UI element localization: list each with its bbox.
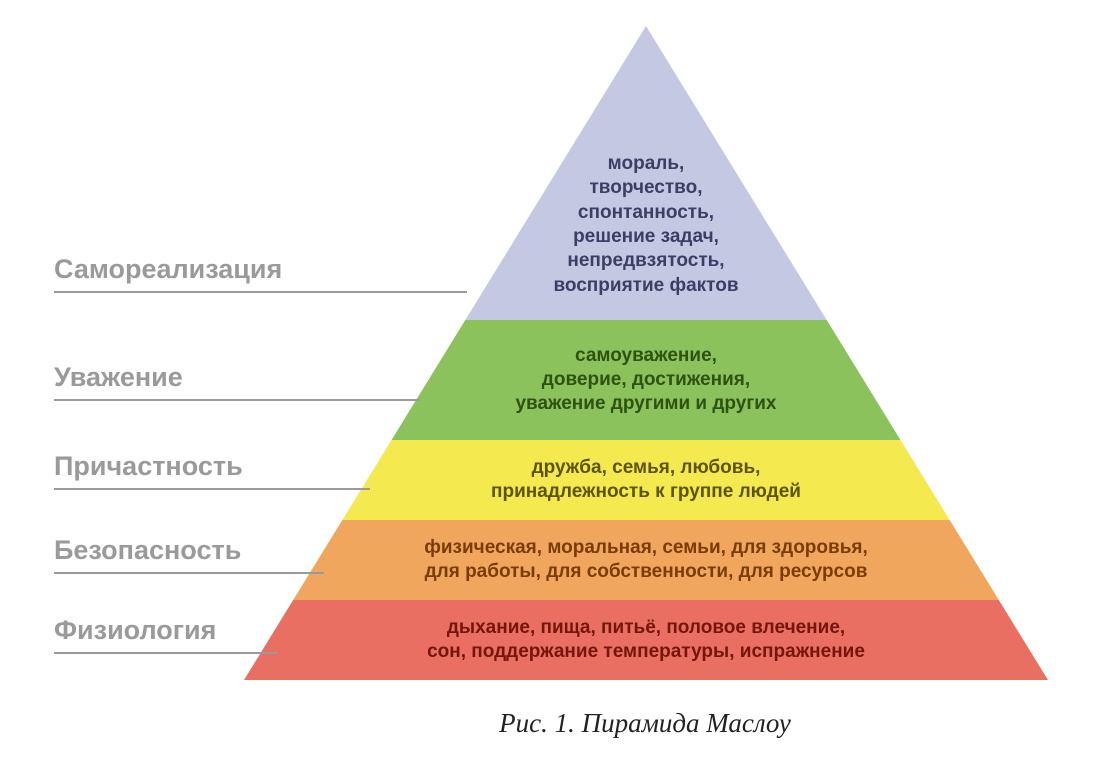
- tier-text-line: физическая, моральная, семьи, для здоров…: [336, 536, 956, 560]
- tier-text-line: принадлежность к группе людей: [336, 480, 956, 504]
- tier-text-esteem: самоуважение,доверие, достижения,уважени…: [388, 344, 903, 417]
- tier-text-line: решение задач,: [516, 225, 777, 249]
- tier-text-line: творчество,: [516, 176, 777, 200]
- tier-text-line: уважение другими и других: [388, 392, 903, 416]
- left-label-self-actualization: Самореализация: [54, 254, 467, 293]
- left-label-physiology: Физиология: [54, 615, 278, 654]
- diagram-container: дыхание, пища, питьё, половое влечение,с…: [0, 0, 1106, 763]
- left-label-esteem: Уважение: [54, 362, 420, 401]
- tier-text-line: спонтанность,: [516, 201, 777, 225]
- tier-text-line: для работы, для собственности, для ресур…: [336, 560, 956, 584]
- tier-text-line: сон, поддержание температуры, испражнени…: [336, 640, 956, 664]
- tier-text-line: доверие, достижения,: [388, 368, 903, 392]
- left-label-belonging: Причастность: [54, 451, 370, 490]
- figure-caption: Рис. 1. Пирамида Маслоу: [395, 708, 895, 739]
- tier-text-physiology: дыхание, пища, питьё, половое влечение,с…: [336, 616, 956, 665]
- tier-text-line: восприятие фактов: [516, 274, 777, 298]
- tier-text-line: дружба, семья, любовь,: [336, 456, 956, 480]
- tier-text-line: самоуважение,: [388, 344, 903, 368]
- tier-text-line: дыхание, пища, питьё, половое влечение,: [336, 616, 956, 640]
- left-label-safety: Безопасность: [54, 535, 324, 574]
- tier-text-line: мораль,: [516, 152, 777, 176]
- tier-text-self-actualization: мораль,творчество,спонтанность,решение з…: [516, 152, 777, 298]
- tier-text-line: непредвзятость,: [516, 249, 777, 273]
- tier-text-safety: физическая, моральная, семьи, для здоров…: [336, 536, 956, 585]
- tier-text-belonging: дружба, семья, любовь,принадлежность к г…: [336, 456, 956, 505]
